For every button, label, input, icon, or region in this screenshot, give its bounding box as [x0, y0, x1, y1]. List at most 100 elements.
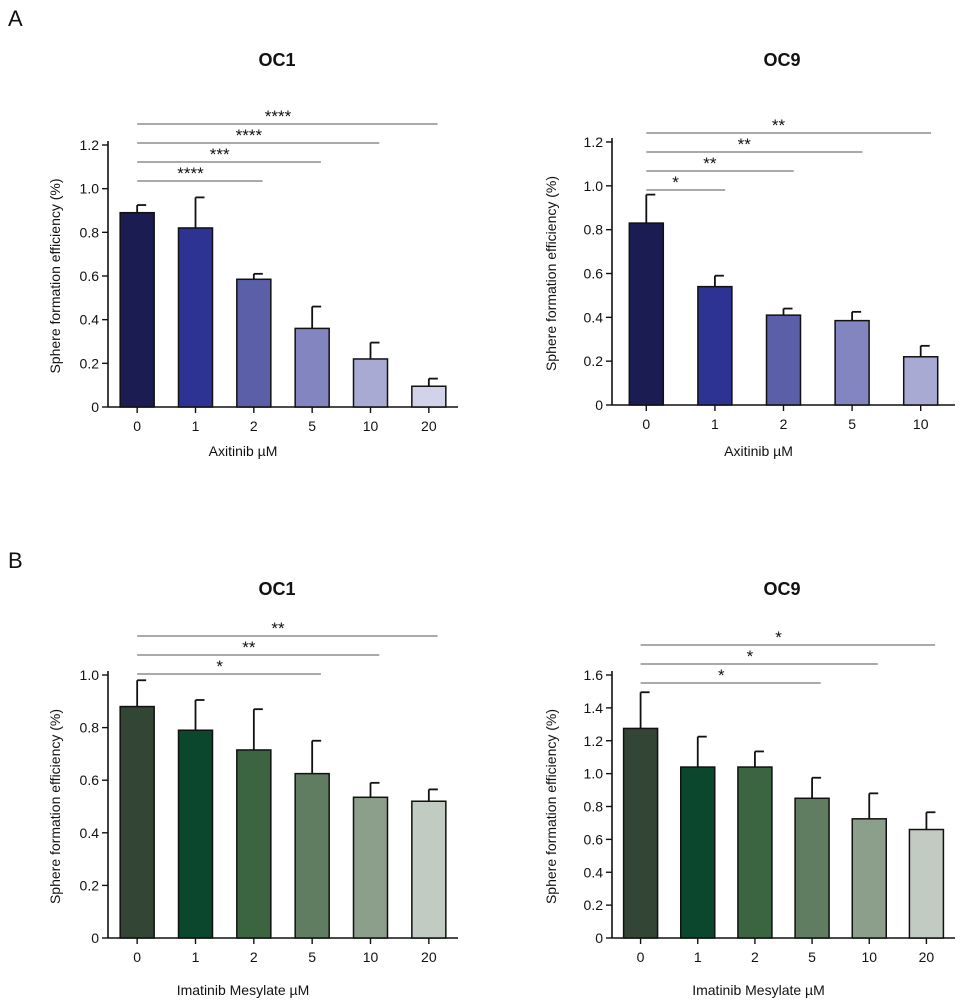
chart-2-y-tick-label: 1.0	[584, 178, 604, 194]
chart-1-x-tick-label: 2	[250, 418, 258, 434]
chart-4-bar-10	[851, 818, 887, 939]
chart-2-bar-1	[697, 285, 733, 406]
chart-1-x-tick-label: 5	[308, 418, 316, 434]
chart-1-y-tick-label: 0.4	[80, 312, 100, 328]
chart-1-y-axis-label: Sphere formation efficiency (%)	[47, 178, 63, 373]
chart-3-x-tick-label: 2	[250, 949, 258, 965]
chart-2-x-tick-label: 10	[913, 416, 929, 432]
chart-3-x-tick-label: 1	[192, 949, 200, 965]
chart-1-y-tick-label: 0.6	[80, 268, 100, 284]
chart-3-bar-20	[411, 800, 447, 939]
chart-3-bar-2	[236, 749, 272, 939]
chart-4-y-tick-label: 1.2	[584, 733, 604, 749]
chart-2-y-tick-label: 0.8	[584, 222, 604, 238]
panel-label-b: B	[8, 548, 23, 573]
chart-2-bar-0	[628, 222, 665, 406]
chart-4-bar-5	[794, 797, 830, 939]
chart-3-y-tick-label: 0.4	[80, 825, 100, 841]
chart-4-significance-label: *	[718, 666, 725, 685]
chart-2-bar-5	[834, 319, 870, 406]
chart-1-y-tick-label: 1.0	[80, 181, 100, 197]
chart-4-x-tick-label: 1	[694, 949, 702, 965]
chart-3-x-axis-label: Imatinib Mesylate µM	[177, 982, 310, 998]
chart-1-y-tick-label: 0.8	[80, 224, 100, 240]
chart-2-y-tick-label: 0.4	[584, 309, 604, 325]
chart-4-significance-label: *	[775, 628, 782, 647]
chart-1-significance-label: ****	[177, 164, 204, 183]
chart-4-y-tick-label: 0.2	[584, 897, 604, 913]
chart-1-x-tick-label: 10	[363, 418, 379, 434]
chart-1-y-tick-label: 1.2	[80, 137, 100, 153]
chart-4-x-tick-label: 20	[919, 949, 935, 965]
chart-1-x-axis-label: Axitinib µM	[209, 443, 278, 459]
chart-2-bar-10	[902, 356, 939, 406]
chart-4-title: OC9	[763, 579, 800, 599]
chart-4-bar-0	[622, 727, 659, 939]
chart-3-x-tick-label: 5	[308, 949, 316, 965]
chart-1-x-tick-label: 1	[192, 418, 200, 434]
chart-3-x-tick-label: 20	[421, 949, 437, 965]
chart-4-x-tick-label: 0	[637, 949, 645, 965]
chart-1-significance-label: ****	[236, 126, 263, 145]
chart-4-y-tick-label: 1.0	[584, 766, 604, 782]
chart-3-y-axis-label: Sphere formation efficiency (%)	[47, 709, 63, 904]
chart-4-y-tick-label: 1.4	[584, 700, 604, 716]
chart-4-y-tick-label: 1.6	[584, 667, 604, 683]
chart-2-y-tick-label: 0	[595, 397, 603, 413]
chart-3-x-tick-label: 10	[363, 949, 379, 965]
chart-2-x-axis-label: Axitinib µM	[724, 443, 793, 459]
chart-2-bar-2	[765, 314, 802, 406]
chart-4-bar-20	[908, 828, 945, 939]
chart-4-y-tick-label: 0.4	[584, 864, 604, 880]
chart-1-bar-1	[177, 227, 214, 408]
chart-3-y-tick-label: 0	[91, 930, 99, 946]
chart-2-y-tick-label: 0.6	[584, 266, 604, 282]
chart-3-y-tick-label: 0.8	[80, 720, 100, 736]
panel-label-a: A	[8, 6, 23, 31]
chart-2-significance-label: **	[738, 135, 752, 154]
chart-4-x-axis-label: Imatinib Mesylate µM	[692, 982, 825, 998]
chart-1-bar-20	[411, 385, 447, 408]
chart-2-x-tick-label: 5	[848, 416, 856, 432]
chart-4-y-tick-label: 0	[595, 930, 603, 946]
chart-3-bar-10	[352, 796, 389, 939]
chart-2-y-tick-label: 1.2	[584, 134, 604, 150]
chart-4-y-tick-label: 0.6	[584, 831, 604, 847]
chart-2-significance-label: **	[703, 154, 717, 173]
chart-1-y-tick-label: 0	[91, 399, 99, 415]
chart-4-y-tick-label: 0.8	[584, 799, 604, 815]
chart-3-x-tick-label: 0	[133, 949, 141, 965]
chart-4-bar-1	[680, 766, 716, 939]
chart-3-bar-5	[294, 772, 330, 939]
chart-3-significance-label: **	[242, 638, 256, 657]
chart-1-x-tick-label: 0	[133, 418, 141, 434]
chart-3-bar-0	[119, 705, 155, 939]
chart-4-x-tick-label: 2	[751, 949, 759, 965]
chart-1-title: OC1	[258, 50, 295, 70]
chart-3-bar-1	[177, 729, 214, 939]
chart-2-x-tick-label: 0	[642, 416, 650, 432]
chart-1-bar-5	[294, 327, 330, 408]
chart-2-y-axis-label: Sphere formation efficiency (%)	[543, 176, 559, 371]
chart-4-y-axis-label: Sphere formation efficiency (%)	[543, 709, 559, 904]
chart-2-x-tick-label: 2	[780, 416, 788, 432]
chart-3-significance-label: **	[271, 619, 285, 638]
chart-3-title: OC1	[258, 579, 295, 599]
chart-3-significance-label: *	[216, 657, 223, 676]
chart-1-significance-label: ***	[210, 145, 230, 164]
chart-4-x-tick-label: 5	[808, 949, 816, 965]
chart-2-title: OC9	[763, 50, 800, 70]
chart-4-x-tick-label: 10	[861, 949, 877, 965]
chart-1-y-tick-label: 0.2	[80, 355, 100, 371]
chart-2-significance-label: **	[772, 116, 786, 135]
chart-1-significance-label: ****	[265, 107, 292, 126]
chart-1-bar-2	[236, 278, 272, 408]
chart-2-y-tick-label: 0.2	[584, 353, 604, 369]
chart-3-y-tick-label: 0.2	[80, 877, 100, 893]
chart-3-y-tick-label: 0.6	[80, 772, 100, 788]
chart-2-significance-label: *	[672, 173, 679, 192]
chart-3-y-tick-label: 1.0	[80, 667, 100, 683]
chart-4-bar-2	[737, 766, 773, 939]
chart-1-bar-10	[352, 358, 389, 408]
